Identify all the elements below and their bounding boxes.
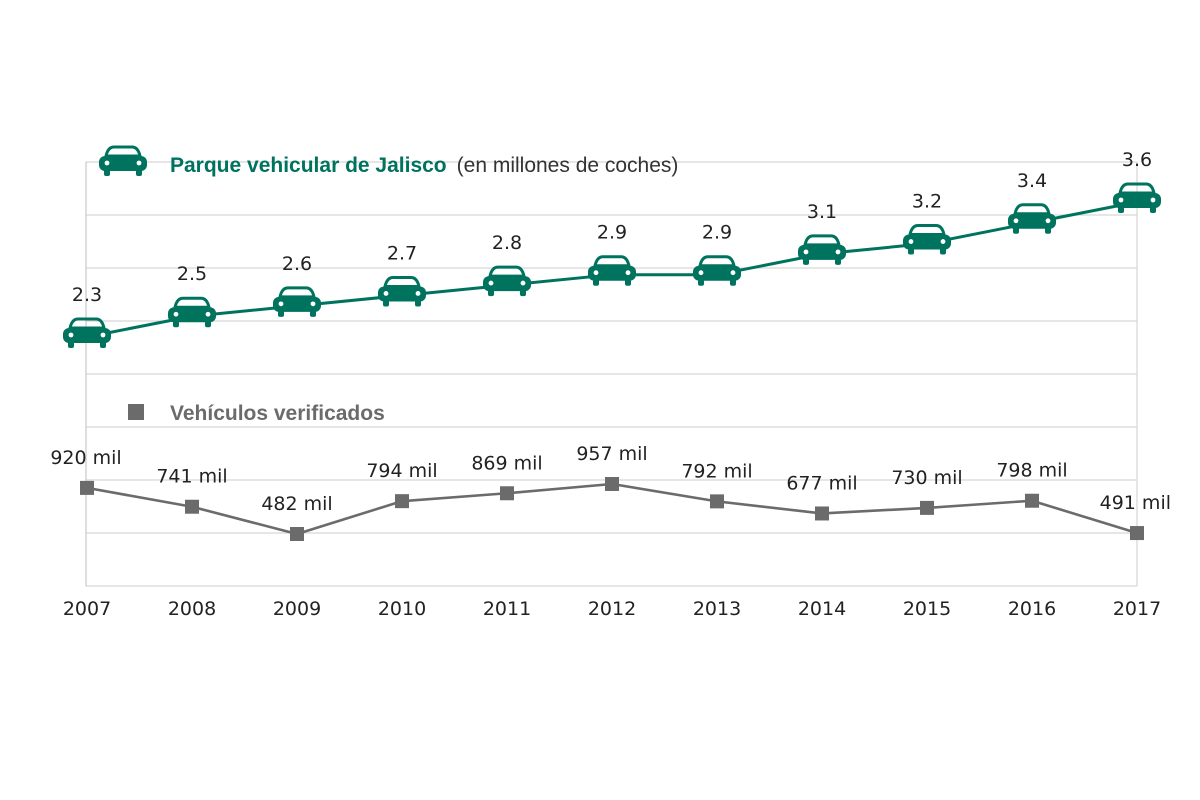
legend-parque-title: Parque vehicular de Jalisco (170, 154, 447, 177)
series-verificados-point (1130, 526, 1144, 541)
series-verificados-point (605, 477, 619, 491)
series-parque-point (376, 275, 428, 308)
series-parque-point (61, 317, 113, 350)
series-verificados-point (1025, 493, 1039, 508)
x-tick-label: 2007 (63, 598, 111, 620)
legend-parque: Parque vehicular de Jalisco (en millones… (97, 145, 678, 178)
series-parque-point (481, 265, 533, 298)
series-parque-label: 3.2 (912, 191, 942, 213)
series-verificados-label: 869 mil (471, 452, 542, 474)
series-parque-point (901, 224, 953, 257)
series-verificados-point (395, 494, 409, 509)
legend-car-icon (97, 145, 149, 178)
legend-square-icon (128, 404, 144, 420)
series-verificados-label: 730 mil (891, 467, 962, 489)
series-parque-point (271, 286, 323, 319)
series-verificados-label: 957 mil (576, 443, 647, 465)
series-verificados-label: 920 mil (50, 447, 121, 469)
series-parque-label: 2.6 (282, 253, 312, 275)
series-verificados-line (86, 482, 1138, 536)
legend-verificados-title: Vehículos verificados (170, 402, 385, 425)
x-axis: 2007 2008 2009 2010 2011 2012 2013 2014 2015 2016… (63, 598, 1161, 620)
series-parque-label: 3.1 (807, 201, 837, 223)
series-parque-point (796, 234, 848, 267)
series-parque-point (166, 296, 218, 329)
series-verificados-label: 798 mil (996, 460, 1067, 482)
x-tick-label: 2015 (903, 598, 951, 620)
x-tick-label: 2017 (1113, 598, 1161, 620)
series-verificados-point (815, 506, 829, 521)
legend-parque-subtitle: (en millones de coches) (457, 154, 679, 177)
series-parque-label: 3.6 (1122, 149, 1152, 171)
x-tick-label: 2009 (273, 598, 321, 620)
series: 2.3 2.5 2.6 2.7 2.8 2.9 2.9 3.1 3.2 3.4 3.6 920 mil… (50, 149, 1171, 541)
series-verificados-label: 482 mil (261, 493, 332, 515)
series-verificados-label: 741 mil (156, 466, 227, 488)
x-tick-label: 2011 (483, 598, 531, 620)
series-parque-label: 2.9 (597, 222, 627, 244)
series-verificados-label: 677 mil (786, 472, 857, 494)
series-parque-point (1006, 203, 1058, 236)
series-parque-label: 2.9 (702, 222, 732, 244)
x-tick-label: 2010 (378, 598, 426, 620)
series-verificados-point (290, 527, 304, 541)
legend-verificados: Vehículos verificados (128, 402, 385, 425)
x-tick-label: 2008 (168, 598, 216, 620)
grid (85, 161, 1138, 587)
series-verificados-point (920, 500, 934, 515)
x-tick-label: 2014 (798, 598, 846, 620)
series-verificados-point (500, 486, 514, 501)
series-parque-label: 2.7 (387, 242, 417, 264)
x-tick-label: 2013 (693, 598, 741, 620)
series-parque-label: 2.8 (492, 232, 522, 254)
series-parque-label: 3.4 (1017, 170, 1047, 192)
series-parque-point (586, 255, 638, 288)
series-parque-label: 2.3 (72, 284, 102, 306)
series-verificados-point (80, 480, 94, 495)
x-tick-label: 2016 (1008, 598, 1056, 620)
series-verificados-label: 491 mil (1100, 492, 1171, 514)
series-verificados-point (185, 499, 199, 514)
series-verificados-label: 792 mil (681, 460, 752, 482)
series-parque-point (691, 255, 743, 288)
series-parque-label: 2.5 (177, 263, 207, 285)
svg-text:Parque vehicular de Jalisco: Parque vehicular de Jalisco (en millones… (170, 154, 678, 177)
x-tick-label: 2012 (588, 598, 636, 620)
series-verificados-point (710, 494, 724, 509)
series-verificados-label: 794 mil (366, 460, 437, 482)
